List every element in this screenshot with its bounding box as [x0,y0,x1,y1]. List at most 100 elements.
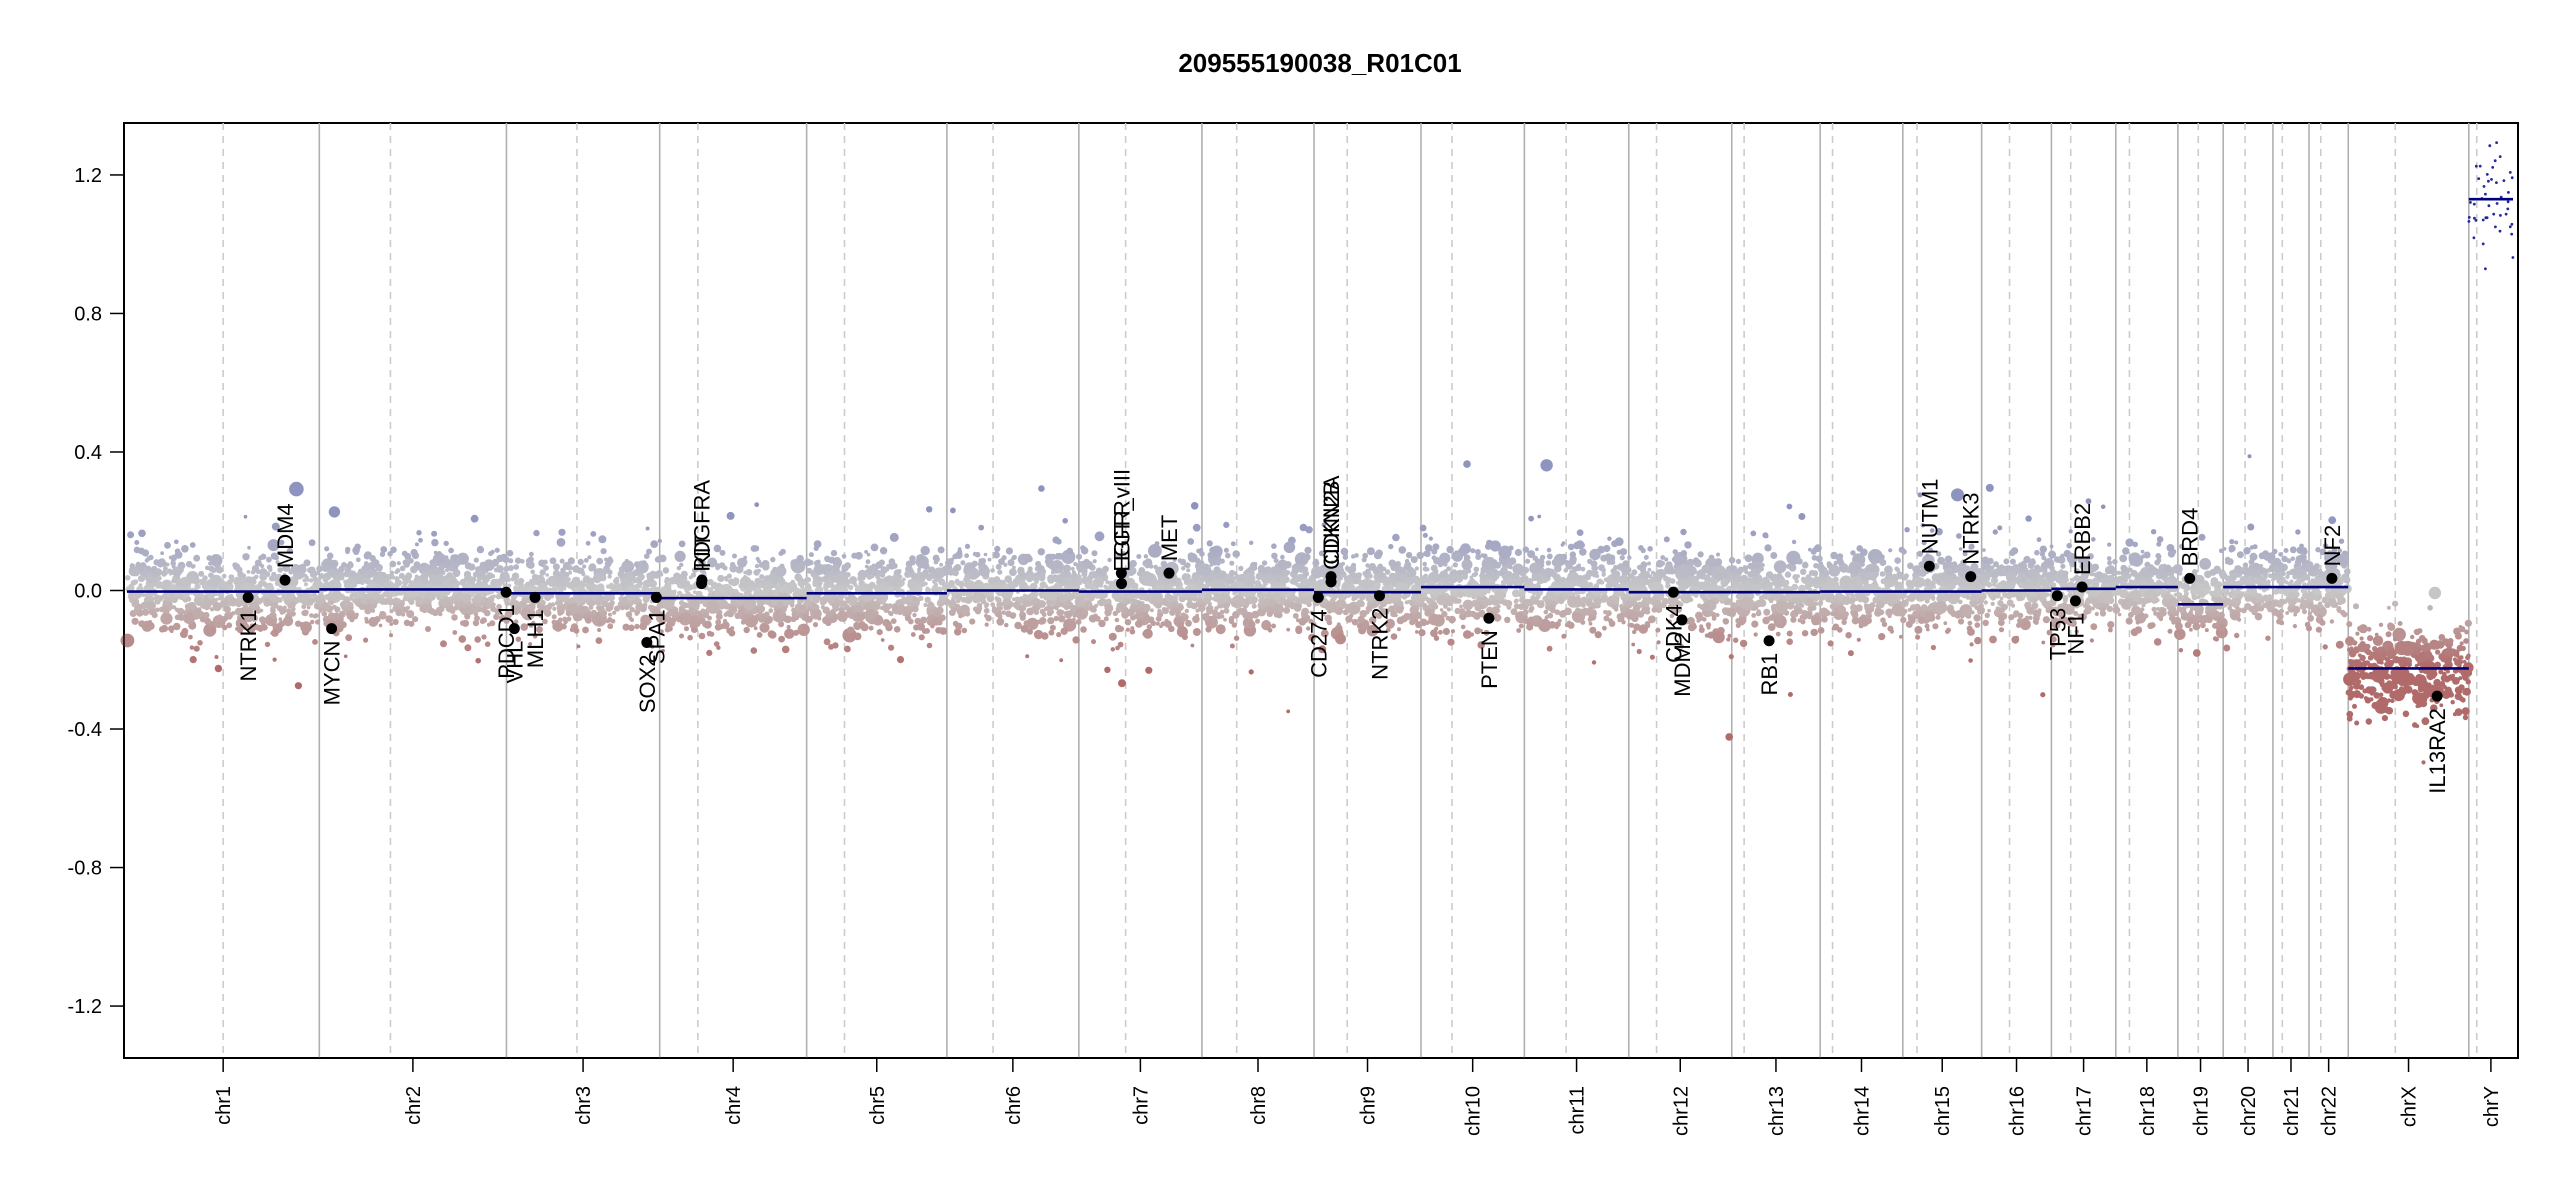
probe-point [543,586,548,591]
probe-point [853,622,862,631]
probe-point [1450,629,1456,634]
probe-point [1344,566,1350,571]
probe-point [618,566,626,573]
probe-point [560,567,566,573]
probe-point [170,554,178,562]
probe-point [763,611,770,618]
probe-point [620,577,629,586]
probe-point [1304,546,1312,554]
probe-point [277,567,284,573]
probe-point [208,565,215,572]
probe-point [1422,532,1428,538]
probe-point [756,632,763,638]
probe-point [473,594,482,603]
probe-point [1335,633,1346,645]
probe-point [813,563,825,575]
probe-point [1186,568,1191,573]
probe-point [312,576,318,582]
probe-point [983,552,988,557]
probe-point [679,562,684,567]
probe-point [836,610,848,622]
probe-point [888,561,896,568]
probe-point [401,575,408,582]
probe-point [1290,598,1294,603]
probe-point [739,576,752,588]
probe-point [790,579,795,585]
probe-point [600,548,607,555]
probe-point [1591,660,1597,665]
probe-point [946,558,954,566]
probe-point [1038,485,1045,492]
probe-point [138,620,146,628]
probe-point [1422,561,1427,567]
probe-point [461,594,468,600]
probe-point [149,596,155,602]
probe-point [1254,580,1262,587]
probe-point [1289,579,1294,584]
probe-point [188,602,196,610]
probe-point [309,597,314,602]
probe-point [363,637,369,643]
probe-point [1515,567,1522,573]
probe-point [530,580,536,586]
probe-point [418,537,423,543]
probe-point [739,593,744,598]
probe-point [483,559,495,571]
probe-point [402,559,409,566]
probe-point [174,607,180,612]
probe-point [726,627,733,634]
probe-point [157,576,162,581]
probe-point [1229,643,1235,649]
probe-point [969,595,974,600]
probe-point [301,609,309,617]
probe-point [448,566,454,572]
probe-point [1281,586,1292,598]
probe-point [608,605,614,611]
probe-point [1105,598,1112,605]
probe-point [1263,575,1269,581]
probe-point [223,605,231,613]
probe-point [1123,597,1128,602]
probe-point [1091,607,1097,613]
probe-point [635,603,643,612]
probe-point [907,581,915,589]
probe-point [955,581,960,586]
probe-point [1098,619,1106,628]
probe-point [719,549,726,556]
probe-point [997,614,1003,619]
probe-point [1187,538,1195,545]
probe-point [1030,599,1037,606]
probe-point [812,622,819,628]
probe-point [424,592,430,598]
probe-point [557,575,564,582]
probe-point [214,664,223,673]
probe-point [131,601,138,608]
probe-point [925,586,930,591]
probe-point [1546,553,1553,560]
probe-point [1446,566,1452,572]
probe-point [1187,552,1198,563]
probe-point [1145,666,1153,674]
probe-point [722,618,728,624]
probe-point [1279,578,1284,583]
probe-point [634,611,639,616]
probe-point [1399,568,1406,574]
probe-point [395,568,401,574]
probe-point [781,645,790,654]
probe-point [1164,620,1172,628]
probe-point [774,584,782,591]
probe-point [308,593,313,598]
probe-point [582,626,589,634]
probe-point [1004,622,1009,628]
probe-point [1192,628,1201,636]
probe-point [983,607,990,614]
probe-point [507,565,514,571]
probe-point [745,569,753,576]
probe-point [1030,585,1035,589]
probe-point [1116,603,1125,611]
probe-point [628,624,635,632]
probe-point [508,558,514,564]
probe-point [1345,615,1353,623]
probe-point [897,579,905,587]
probe-point [132,568,140,577]
